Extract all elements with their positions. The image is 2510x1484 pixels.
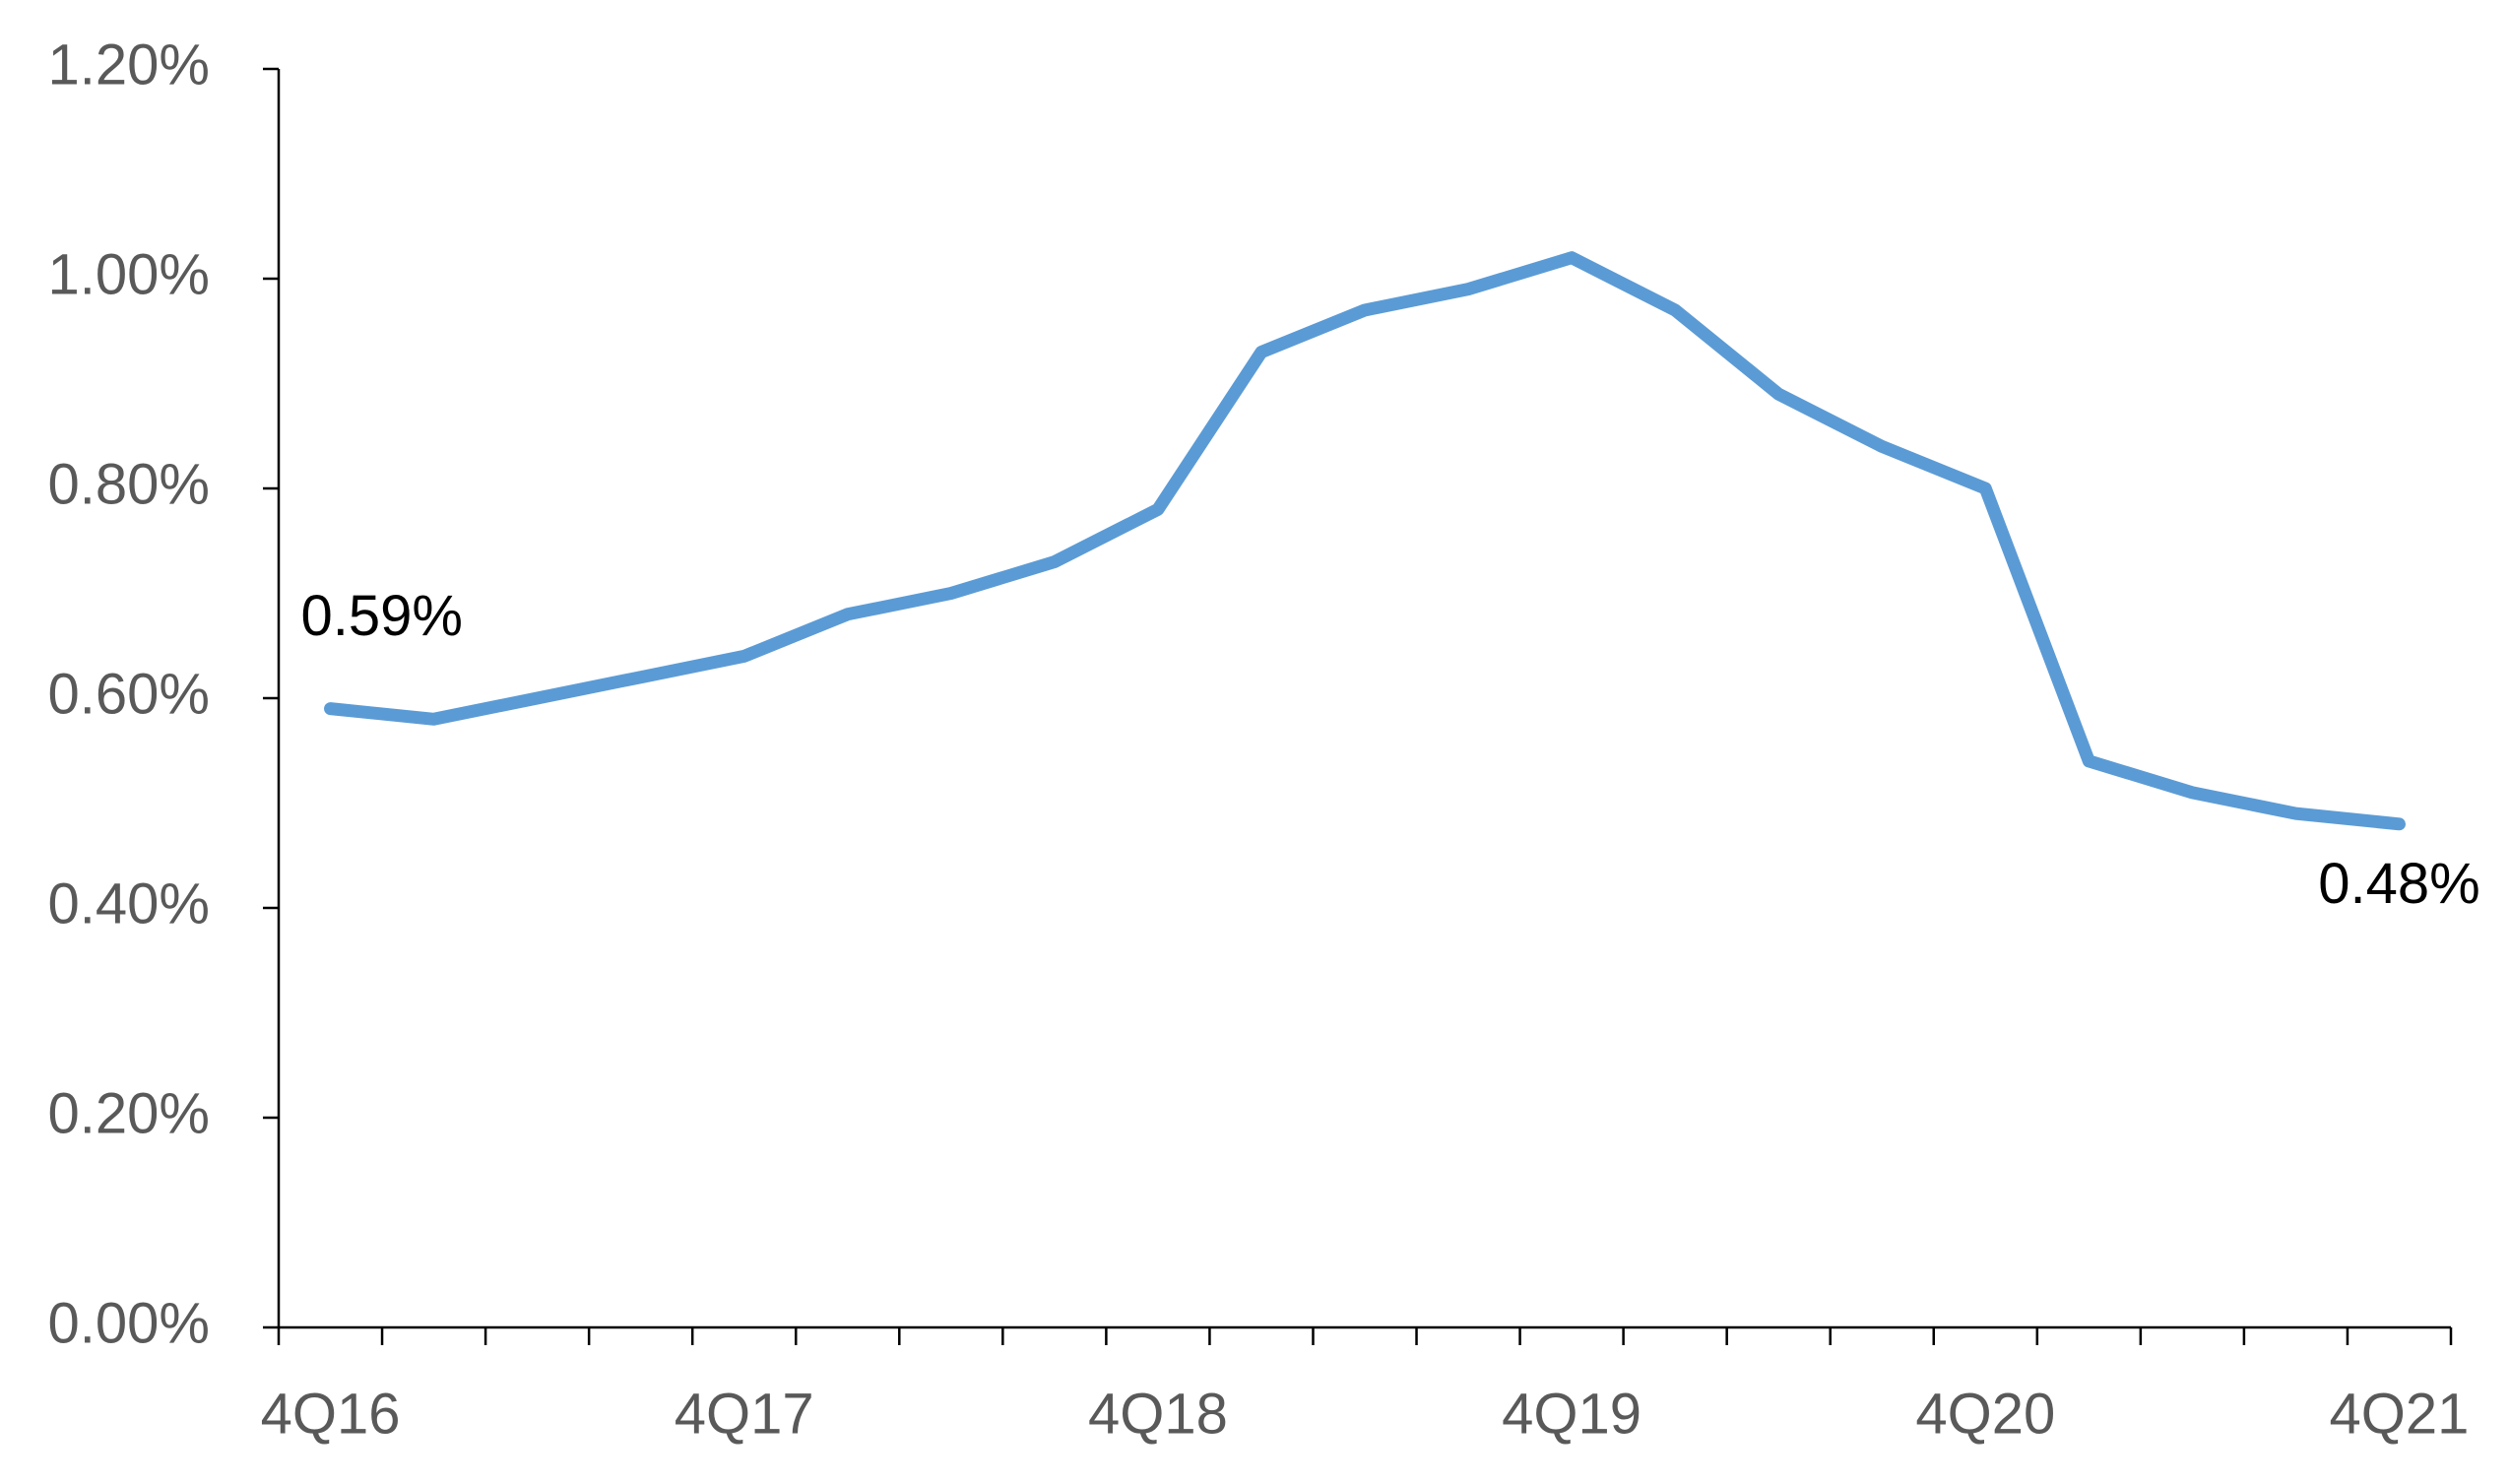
y-tick-label: 0.00%	[48, 1291, 210, 1355]
data-line	[324, 251, 2406, 831]
x-tick-label: 4Q20	[1915, 1382, 2055, 1446]
y-tick-label: 0.80%	[48, 452, 210, 516]
y-tick-label: 0.60%	[48, 662, 210, 726]
x-tick-label: 4Q18	[1088, 1382, 1228, 1446]
value-label: 0.59%	[301, 584, 463, 648]
x-tick-label: 4Q17	[675, 1382, 814, 1446]
x-tick-label: 4Q19	[1502, 1382, 1641, 1446]
y-tick-label: 1.20%	[48, 32, 210, 97]
y-tick-label: 0.40%	[48, 871, 210, 936]
value-label: 0.48%	[2318, 852, 2479, 916]
y-tick-label: 1.00%	[48, 242, 210, 306]
y-tick-label: 0.20%	[48, 1081, 210, 1145]
x-tick-label: 4Q21	[2330, 1382, 2470, 1446]
x-tick-label: 4Q16	[261, 1382, 401, 1446]
